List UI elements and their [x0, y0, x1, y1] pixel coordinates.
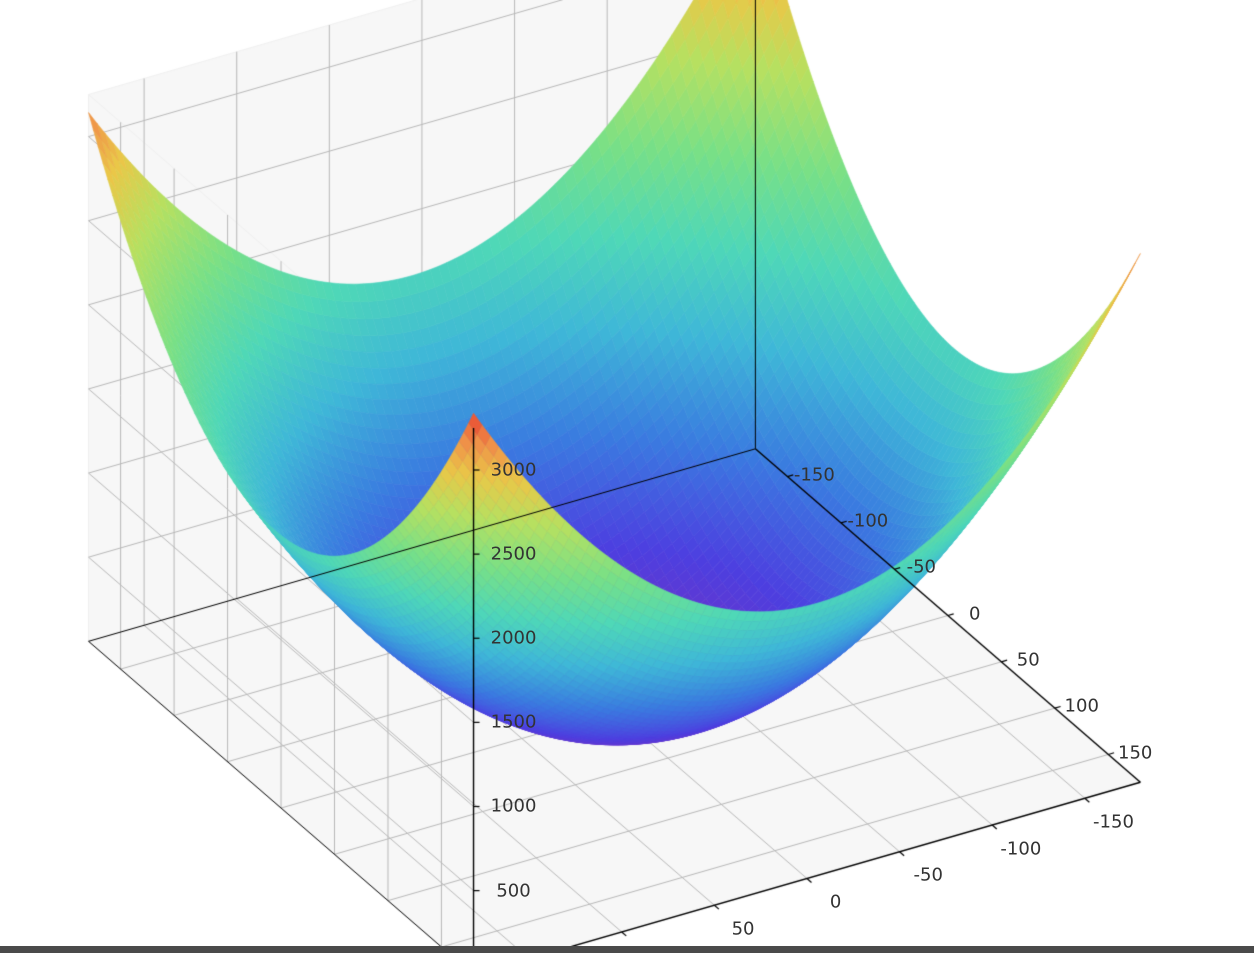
surface-canvas	[0, 0, 1254, 953]
z-tick-label: 2000	[491, 628, 537, 649]
footer-bar	[0, 946, 1254, 953]
x-tick-label: -50	[907, 557, 936, 578]
x-tick-label: -100	[847, 511, 888, 532]
z-tick-label: 500	[496, 880, 530, 901]
z-tick-label: 1000	[491, 796, 537, 817]
x-tick-label: 0	[969, 603, 980, 624]
y-tick-label: 50	[732, 918, 755, 939]
x-tick-label: 50	[1017, 650, 1040, 671]
y-tick-label: 0	[830, 892, 841, 913]
z-tick-label: 3000	[491, 459, 537, 480]
y-tick-label: -150	[1093, 811, 1134, 832]
x-tick-label: 100	[1065, 696, 1099, 717]
y-tick-label: -50	[914, 865, 943, 886]
x-tick-label: 150	[1118, 742, 1152, 763]
z-tick-label: 2500	[491, 544, 537, 565]
y-tick-label: -100	[1000, 838, 1041, 859]
chart-3d-surface: -150-100-50050100150-150-100-50050100150…	[0, 0, 1254, 953]
z-tick-label: 1500	[491, 712, 537, 733]
x-tick-label: -150	[794, 464, 835, 485]
